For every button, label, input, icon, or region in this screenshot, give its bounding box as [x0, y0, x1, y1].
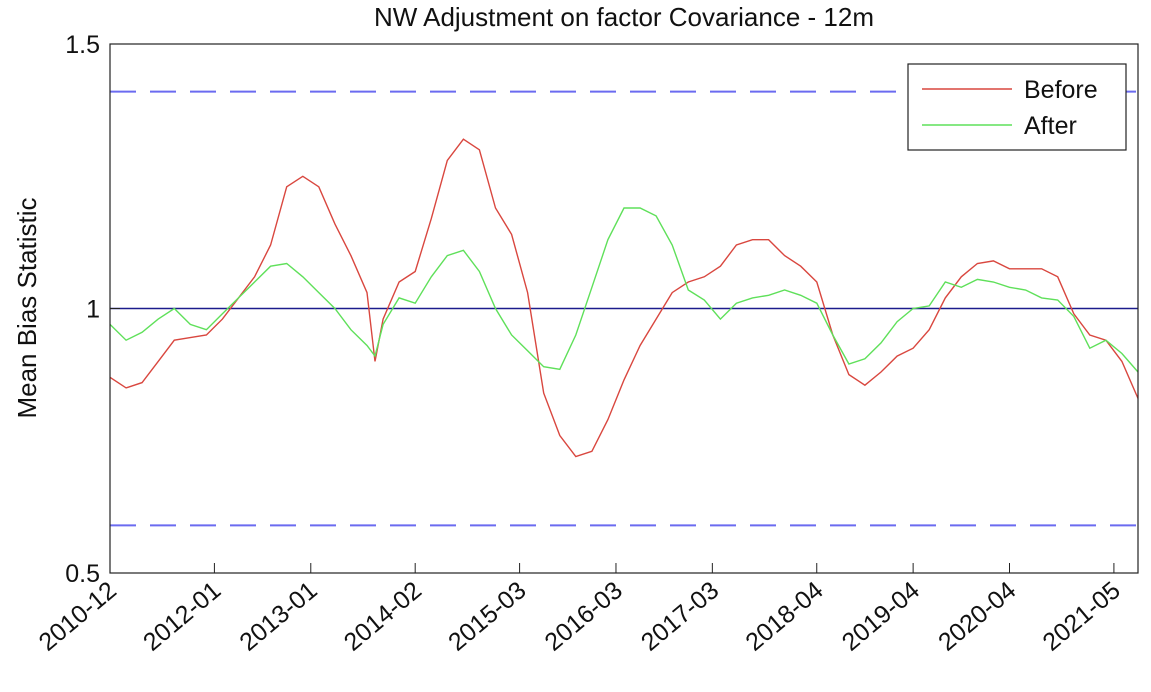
x-tick-label: 2020-04	[933, 576, 1021, 656]
x-tick-label: 2014-02	[339, 576, 427, 656]
x-tick-label: 2019-04	[837, 576, 925, 656]
x-tick-label: 2018-04	[740, 576, 828, 656]
y-axis-label: Mean Bias Statistic	[12, 197, 42, 418]
x-tick-label: 2010-12	[34, 576, 122, 656]
legend-label: Before	[1024, 76, 1098, 104]
x-tick-label: 2016-03	[540, 576, 628, 656]
y-tick-label: 1	[86, 296, 100, 324]
x-tick-label: 2015-03	[443, 576, 531, 656]
data-line	[109, 138, 1139, 458]
x-tick-label: 2021-05	[1037, 576, 1125, 656]
x-tick-label: 2017-03	[636, 576, 724, 656]
chart-title: NW Adjustment on factor Covariance - 12m	[374, 2, 874, 32]
legend-box	[907, 63, 1127, 151]
y-tick-label: 1.5	[65, 31, 100, 59]
legend-label: After	[1024, 112, 1077, 140]
x-tick-label: 2012-01	[138, 576, 226, 656]
data-line	[109, 207, 1139, 373]
y-tick-label: 0.5	[65, 560, 100, 588]
x-tick-label: 2013-01	[234, 576, 322, 656]
